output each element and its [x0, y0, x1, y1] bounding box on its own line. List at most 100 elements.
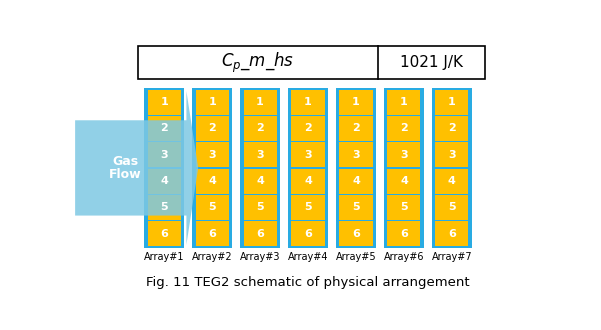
Text: Array#7: Array#7: [432, 252, 472, 262]
Bar: [192, 88, 232, 248]
Bar: [195, 169, 228, 194]
Text: Gas: Gas: [112, 155, 138, 168]
Bar: [435, 90, 468, 115]
Bar: [291, 116, 325, 141]
Text: 2: 2: [208, 123, 216, 133]
Text: Array#6: Array#6: [383, 252, 424, 262]
Text: 6: 6: [208, 229, 216, 239]
Text: 1: 1: [256, 97, 264, 107]
Bar: [340, 116, 373, 141]
Text: Array#2: Array#2: [192, 252, 233, 262]
Bar: [340, 142, 373, 167]
Text: 3: 3: [448, 150, 456, 160]
Bar: [288, 88, 328, 248]
Text: Fig. 11 TEG2 schematic of physical arrangement: Fig. 11 TEG2 schematic of physical arran…: [146, 276, 470, 289]
Bar: [195, 116, 228, 141]
Text: Array#4: Array#4: [288, 252, 328, 262]
Bar: [388, 90, 421, 115]
Bar: [340, 90, 373, 115]
Text: 1: 1: [352, 97, 360, 107]
Text: Array#1: Array#1: [144, 252, 185, 262]
Text: 1021 J/K: 1021 J/K: [400, 55, 463, 70]
Bar: [432, 88, 472, 248]
Text: 1: 1: [304, 97, 312, 107]
Bar: [291, 221, 325, 246]
Bar: [388, 195, 421, 220]
Text: 4: 4: [304, 176, 312, 186]
Bar: [435, 221, 468, 246]
Text: 3: 3: [304, 150, 312, 160]
Bar: [340, 221, 373, 246]
Text: 3: 3: [400, 150, 407, 160]
Bar: [340, 169, 373, 194]
Bar: [340, 195, 373, 220]
Text: 4: 4: [400, 176, 408, 186]
Text: 3: 3: [160, 150, 168, 160]
Bar: [435, 142, 468, 167]
Bar: [336, 88, 376, 248]
Text: 4: 4: [208, 176, 216, 186]
Bar: [291, 90, 325, 115]
Text: 6: 6: [256, 229, 264, 239]
Bar: [384, 88, 424, 248]
Bar: [138, 46, 485, 79]
Bar: [388, 116, 421, 141]
Text: 5: 5: [209, 202, 216, 213]
Text: Array#5: Array#5: [336, 252, 376, 262]
Bar: [243, 90, 276, 115]
Text: 3: 3: [352, 150, 360, 160]
Text: 1: 1: [160, 97, 168, 107]
Polygon shape: [75, 91, 198, 245]
Bar: [148, 116, 181, 141]
Text: 4: 4: [352, 176, 360, 186]
Bar: [148, 221, 181, 246]
Text: 6: 6: [448, 229, 456, 239]
Bar: [195, 90, 228, 115]
Bar: [435, 116, 468, 141]
Text: 2: 2: [304, 123, 312, 133]
Bar: [148, 195, 181, 220]
Text: 6: 6: [352, 229, 360, 239]
Text: 3: 3: [209, 150, 216, 160]
Text: 1: 1: [208, 97, 216, 107]
Text: 4: 4: [160, 176, 168, 186]
Text: 6: 6: [400, 229, 408, 239]
Bar: [243, 142, 276, 167]
Bar: [148, 142, 181, 167]
Text: 2: 2: [352, 123, 360, 133]
Text: 5: 5: [160, 202, 168, 213]
Bar: [435, 195, 468, 220]
Text: 5: 5: [352, 202, 360, 213]
Bar: [144, 88, 184, 248]
Bar: [388, 169, 421, 194]
Text: 4: 4: [256, 176, 264, 186]
Bar: [291, 169, 325, 194]
Bar: [243, 169, 276, 194]
Text: 4: 4: [448, 176, 456, 186]
Bar: [291, 195, 325, 220]
Bar: [435, 169, 468, 194]
Text: 1: 1: [400, 97, 408, 107]
Text: 2: 2: [400, 123, 408, 133]
Bar: [195, 221, 228, 246]
Text: 2: 2: [448, 123, 456, 133]
Text: 1: 1: [448, 97, 456, 107]
Text: Flow: Flow: [109, 168, 141, 181]
Text: 5: 5: [400, 202, 407, 213]
Bar: [240, 88, 280, 248]
Bar: [291, 142, 325, 167]
Bar: [148, 169, 181, 194]
Bar: [243, 116, 276, 141]
Text: $C_p\_m\_hs$: $C_p\_m\_hs$: [221, 50, 294, 75]
Bar: [243, 221, 276, 246]
Text: Array#3: Array#3: [240, 252, 280, 262]
Text: 2: 2: [256, 123, 264, 133]
Bar: [195, 142, 228, 167]
Text: 5: 5: [304, 202, 312, 213]
Text: 6: 6: [160, 229, 168, 239]
Text: 3: 3: [256, 150, 264, 160]
Text: 6: 6: [304, 229, 312, 239]
Bar: [195, 195, 228, 220]
Text: 5: 5: [448, 202, 456, 213]
Text: 5: 5: [256, 202, 264, 213]
